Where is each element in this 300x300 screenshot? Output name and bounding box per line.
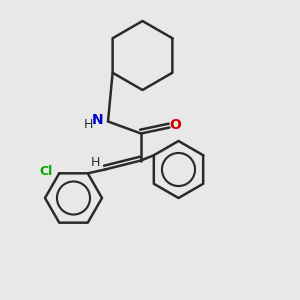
Text: H: H	[84, 118, 93, 131]
Text: O: O	[169, 118, 181, 132]
Text: N: N	[92, 113, 103, 127]
Text: H: H	[91, 156, 100, 170]
Text: Cl: Cl	[39, 165, 52, 178]
